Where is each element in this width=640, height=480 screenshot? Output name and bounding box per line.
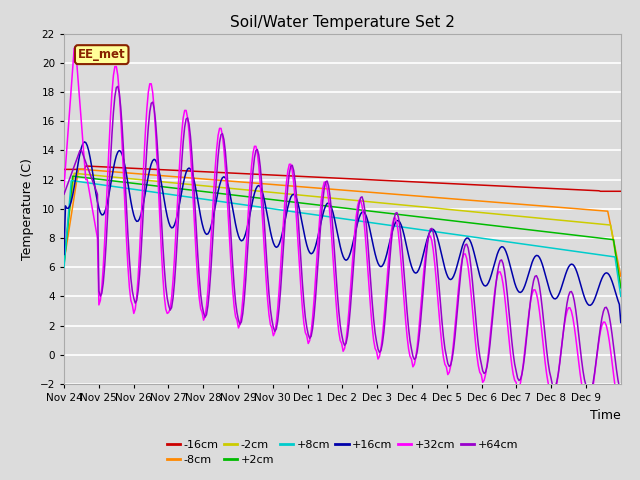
Legend: -16cm, -8cm, -2cm, +2cm, +8cm, +16cm, +32cm, +64cm: -16cm, -8cm, -2cm, +2cm, +8cm, +16cm, +3… (163, 435, 522, 469)
Y-axis label: Temperature (C): Temperature (C) (21, 158, 34, 260)
Text: EE_met: EE_met (78, 48, 125, 61)
Title: Soil/Water Temperature Set 2: Soil/Water Temperature Set 2 (230, 15, 455, 30)
X-axis label: Time: Time (590, 408, 621, 421)
